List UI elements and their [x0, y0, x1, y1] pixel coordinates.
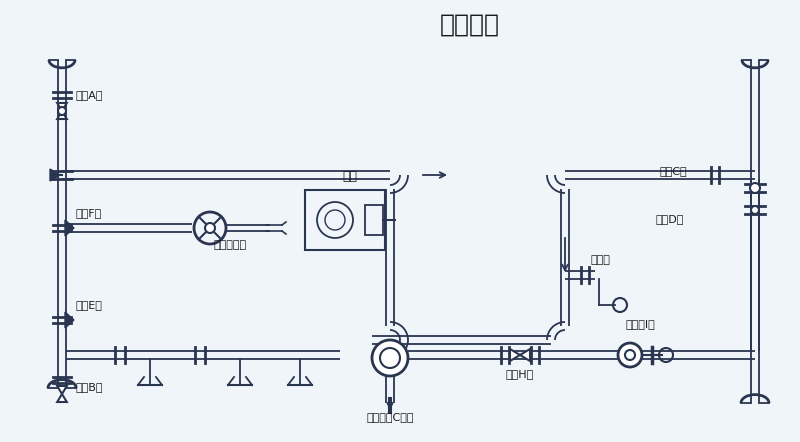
Circle shape: [372, 340, 408, 376]
Polygon shape: [65, 220, 74, 236]
Text: 洒水炮出口: 洒水炮出口: [214, 240, 246, 250]
Polygon shape: [510, 349, 520, 361]
Polygon shape: [520, 349, 530, 361]
Polygon shape: [58, 111, 67, 119]
Text: 消防栓I关: 消防栓I关: [625, 319, 655, 329]
Polygon shape: [58, 394, 67, 402]
Polygon shape: [58, 386, 67, 394]
Text: 球阀B关: 球阀B关: [75, 382, 102, 392]
Text: 水泵: 水泵: [342, 170, 358, 183]
Circle shape: [625, 350, 635, 360]
Text: 球阀H开: 球阀H开: [506, 369, 534, 379]
Bar: [365, 205, 383, 235]
Polygon shape: [58, 103, 67, 111]
Circle shape: [618, 343, 642, 367]
Text: 罐体口: 罐体口: [590, 255, 610, 265]
Circle shape: [58, 107, 66, 115]
Circle shape: [750, 183, 760, 193]
Polygon shape: [50, 169, 60, 181]
Circle shape: [751, 206, 759, 214]
Circle shape: [380, 348, 400, 368]
Text: 水泵加水: 水泵加水: [440, 13, 500, 37]
Text: 球阀A关: 球阀A关: [75, 90, 102, 100]
Circle shape: [205, 223, 215, 233]
Text: 球阀F关: 球阀F关: [76, 208, 102, 218]
Bar: [305, 190, 385, 250]
Polygon shape: [65, 312, 74, 328]
Text: 球阀D关: 球阀D关: [655, 214, 683, 224]
Text: 球阀E关: 球阀E关: [76, 300, 103, 310]
Text: 三通球阀C加水: 三通球阀C加水: [366, 412, 414, 422]
Text: 球阀C关: 球阀C关: [660, 166, 688, 176]
